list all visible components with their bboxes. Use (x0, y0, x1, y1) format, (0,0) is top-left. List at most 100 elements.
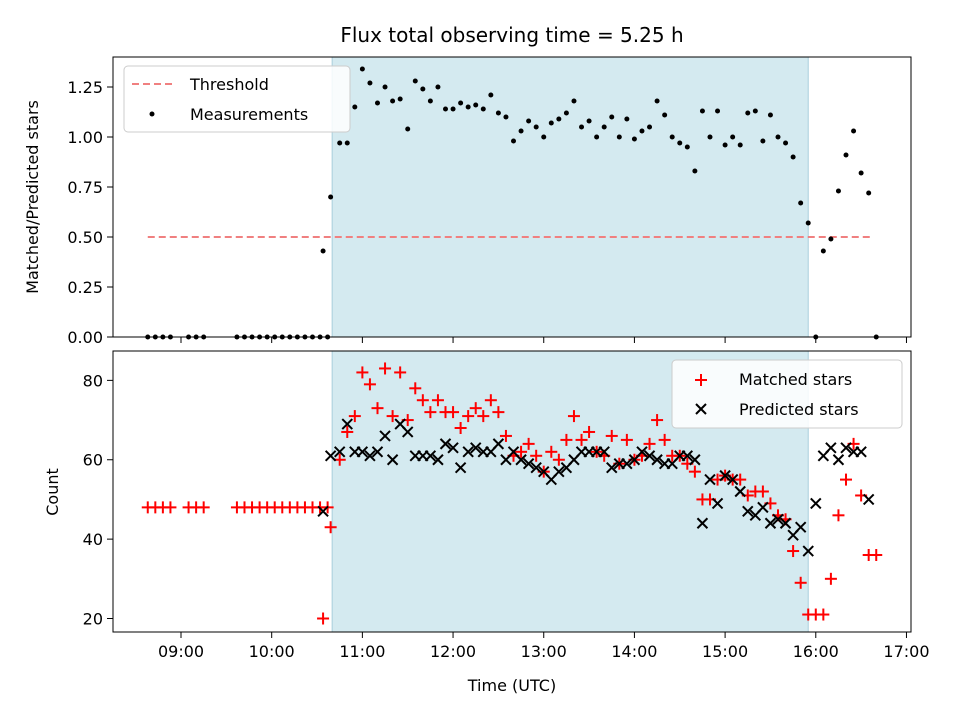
matched-star-point (530, 449, 543, 462)
measurement-point (556, 116, 562, 122)
predicted-star-point (341, 418, 353, 430)
measurement-point (367, 80, 373, 86)
predicted-star-point (324, 450, 337, 462)
predicted-star-point (553, 465, 565, 478)
measurement-point (390, 98, 396, 104)
measurement-point (443, 106, 448, 112)
measurement-point (450, 106, 456, 112)
measurement-point (684, 144, 690, 150)
predicted-star-point (522, 458, 535, 470)
matched-star-point (324, 521, 337, 534)
x-axis-label: Time (UTC) (467, 676, 556, 695)
measurement-point (631, 136, 637, 142)
measurement-point (866, 190, 872, 196)
x-tick-label: 09:00 (158, 642, 204, 661)
x-tick-label: 12:00 (430, 642, 476, 661)
matched-star-point (394, 366, 407, 379)
measurement-point (783, 140, 789, 146)
predicted-star-points (317, 418, 875, 557)
measurement-point (465, 104, 471, 110)
predicted-star-point (470, 442, 482, 454)
matched-star-point (317, 612, 330, 625)
predicted-star-point (447, 442, 459, 454)
measurements-legend-swatch (149, 111, 155, 117)
predicted-star-point (621, 458, 633, 470)
matched-star-point (840, 473, 853, 486)
measurement-point (722, 142, 728, 148)
measurement-point (533, 124, 539, 130)
measurements-legend-label: Measurements (190, 105, 308, 124)
measurement-point (586, 118, 592, 124)
measurement-point (382, 84, 388, 90)
measurement-point (760, 138, 766, 144)
matched-star-point (575, 433, 588, 446)
predicted-star-point (855, 446, 867, 458)
predicted-star-point (711, 497, 724, 510)
y-tick-label: 1.00 (67, 128, 103, 147)
predicted-star-point (606, 461, 618, 474)
predicted-star-point (825, 442, 837, 454)
measurement-point (669, 134, 675, 140)
measurement-point (805, 220, 811, 226)
matched-star-point (515, 445, 528, 458)
measurement-point (639, 128, 645, 134)
predicted-star-point (689, 454, 701, 466)
top-y-ticks: 0.00 0.25 0.50 0.75 1.00 1.25 (67, 78, 113, 347)
matched-star-point (643, 437, 656, 450)
predicted-star-point (696, 517, 709, 529)
matched-star-point (832, 509, 845, 522)
measurement-point (616, 134, 622, 140)
top-legend: Threshold Measurements (123, 65, 351, 133)
matched-star-point (560, 433, 573, 446)
measurement-point (480, 106, 486, 112)
y-tick-label: 0.00 (67, 328, 103, 347)
predicted-star-point (651, 454, 663, 466)
bottom-y-ticks: 20 40 60 80 (83, 371, 113, 629)
measurement-point (775, 134, 781, 140)
x-tick-label: 11:00 (339, 642, 385, 661)
measurement-point (737, 142, 743, 148)
measurement-point (328, 194, 334, 200)
matched-star-point (688, 465, 701, 478)
measurement-point (458, 100, 464, 106)
measurement-point (548, 120, 554, 126)
matched-star-points (141, 362, 883, 625)
y-tick-label: 0.25 (67, 278, 103, 297)
measurement-point (715, 108, 721, 114)
measurement-point (359, 66, 365, 72)
matched-star-point (462, 410, 475, 423)
measurement-point (790, 154, 796, 160)
matched-star-point (356, 366, 369, 379)
predicted-star-point (530, 461, 542, 474)
top-y-axis-label: Matched/Predicted stars (23, 100, 42, 294)
matched-star-point (484, 394, 497, 407)
predicted-star-point (779, 517, 792, 529)
predicted-star-point (432, 454, 444, 466)
measurement-point (420, 86, 426, 92)
matched-star-point (870, 549, 883, 562)
threshold-legend-label: Threshold (189, 75, 269, 94)
measurement-point (412, 78, 418, 84)
measurement-point (473, 102, 479, 108)
ratio-panel: 0.00 0.25 0.50 0.75 1.00 1.25 Flux total obse… (23, 23, 912, 347)
measurement-point (745, 110, 751, 116)
matched-star-point (552, 453, 565, 466)
matched-star-point (379, 362, 392, 375)
matched-star-point (386, 410, 399, 423)
predicted-star-point (643, 450, 656, 462)
matched-legend-label: Matched stars (739, 370, 852, 389)
predicted-star-point (386, 454, 399, 466)
measurement-point (526, 118, 532, 124)
predicted-star-point (832, 454, 845, 466)
measurement-point (427, 98, 433, 104)
measurement-point (320, 248, 326, 254)
measurement-point (601, 124, 607, 130)
matched-star-point (499, 429, 512, 442)
measurement-point (692, 168, 698, 174)
measurement-point (662, 112, 668, 118)
measurement-point (405, 126, 411, 132)
measurement-point (495, 110, 501, 116)
top-axes-frame (112, 56, 912, 338)
measurement-point (571, 98, 577, 104)
matched-star-point (658, 433, 671, 446)
